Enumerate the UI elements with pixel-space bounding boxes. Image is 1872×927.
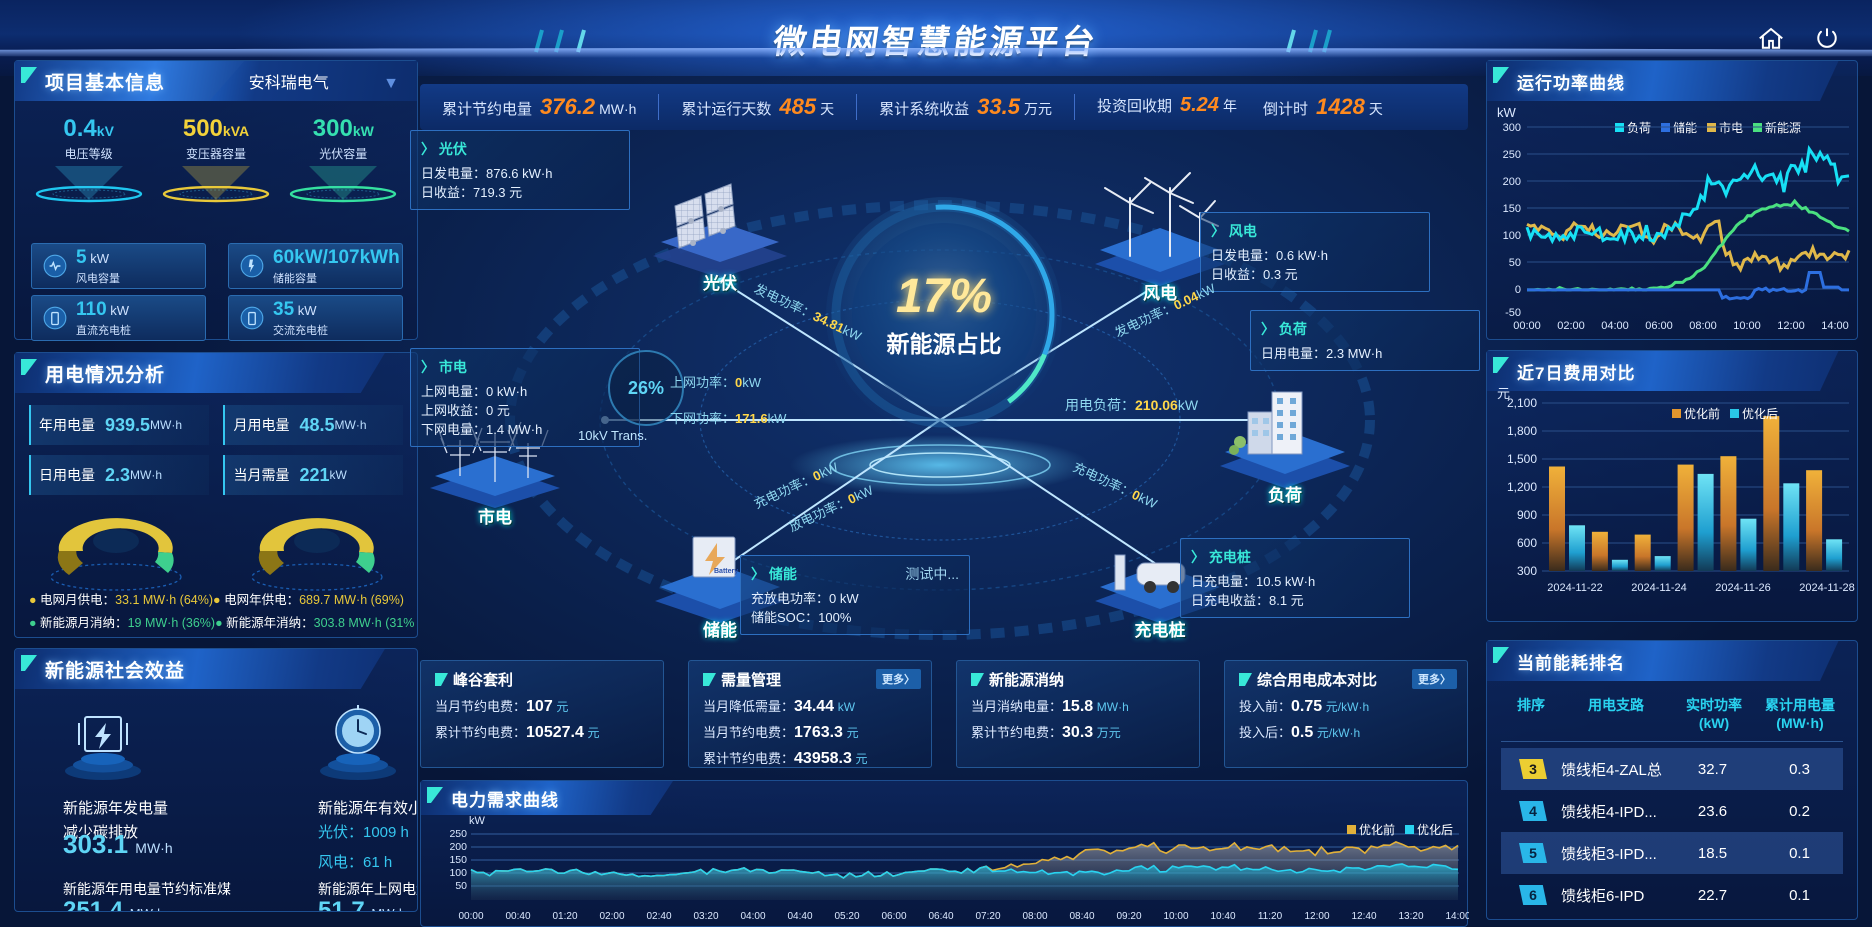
svg-text:50: 50 — [1509, 257, 1521, 269]
svg-text:08:40: 08:40 — [1069, 911, 1094, 922]
svg-text:200: 200 — [1503, 176, 1521, 188]
svg-text:05:20: 05:20 — [834, 911, 859, 922]
svg-text:07:20: 07:20 — [975, 911, 1000, 922]
svg-text:100: 100 — [1503, 230, 1521, 242]
svg-text:-50: -50 — [1505, 307, 1521, 319]
svg-text:03:20: 03:20 — [693, 911, 718, 922]
svg-text:0: 0 — [1515, 284, 1521, 296]
svg-text:00:00: 00:00 — [458, 911, 483, 922]
svg-text:600: 600 — [1517, 536, 1537, 550]
svg-text:00:00: 00:00 — [1513, 320, 1541, 332]
svg-text:17%: 17% — [896, 270, 992, 323]
svg-text:10:40: 10:40 — [1210, 911, 1235, 922]
svg-text:02:00: 02:00 — [1557, 320, 1585, 332]
svg-text:2,100: 2,100 — [1507, 396, 1537, 410]
svg-text:200: 200 — [449, 841, 467, 853]
svg-text:02:40: 02:40 — [646, 911, 671, 922]
svg-text:06:40: 06:40 — [928, 911, 953, 922]
svg-text:10:00: 10:00 — [1163, 911, 1188, 922]
svg-text:2024-11-26: 2024-11-26 — [1715, 582, 1770, 594]
svg-text:新能源占比: 新能源占比 — [887, 331, 1002, 357]
svg-text:2024-11-28: 2024-11-28 — [1799, 582, 1854, 594]
svg-text:06:00: 06:00 — [881, 911, 906, 922]
svg-text:2024-11-24: 2024-11-24 — [1631, 582, 1686, 594]
svg-text:02:00: 02:00 — [599, 911, 624, 922]
svg-text:100: 100 — [449, 867, 467, 879]
svg-text:04:40: 04:40 — [787, 911, 812, 922]
svg-text:1,800: 1,800 — [1507, 424, 1537, 438]
svg-text:12:00: 12:00 — [1777, 320, 1805, 332]
svg-text:50: 50 — [455, 880, 467, 892]
svg-text:250: 250 — [1503, 149, 1521, 161]
svg-text:1,500: 1,500 — [1507, 452, 1537, 466]
svg-text:300: 300 — [1503, 122, 1521, 134]
svg-text:14:00: 14:00 — [1445, 911, 1469, 922]
svg-text:01:20: 01:20 — [552, 911, 577, 922]
svg-text:11:20: 11:20 — [1258, 911, 1283, 922]
svg-text:250: 250 — [449, 828, 467, 840]
svg-text:2024-11-22: 2024-11-22 — [1547, 582, 1602, 594]
svg-text:1,200: 1,200 — [1507, 480, 1537, 494]
svg-text:06:00: 06:00 — [1645, 320, 1673, 332]
svg-text:Battery: Battery — [714, 568, 738, 575]
svg-text:04:00: 04:00 — [740, 911, 765, 922]
svg-text:150: 150 — [1503, 203, 1521, 215]
svg-text:14:00: 14:00 — [1821, 320, 1849, 332]
svg-text:150: 150 — [449, 854, 467, 866]
svg-text:12:40: 12:40 — [1351, 911, 1376, 922]
svg-text:10:00: 10:00 — [1733, 320, 1761, 332]
svg-text:900: 900 — [1517, 508, 1537, 522]
svg-text:04:00: 04:00 — [1601, 320, 1629, 332]
svg-text:08:00: 08:00 — [1689, 320, 1717, 332]
svg-text:12:00: 12:00 — [1304, 911, 1329, 922]
svg-text:00:40: 00:40 — [505, 911, 530, 922]
svg-text:09:20: 09:20 — [1116, 911, 1141, 922]
svg-text:08:00: 08:00 — [1022, 911, 1047, 922]
svg-text:13:20: 13:20 — [1398, 911, 1423, 922]
svg-text:300: 300 — [1517, 564, 1537, 578]
